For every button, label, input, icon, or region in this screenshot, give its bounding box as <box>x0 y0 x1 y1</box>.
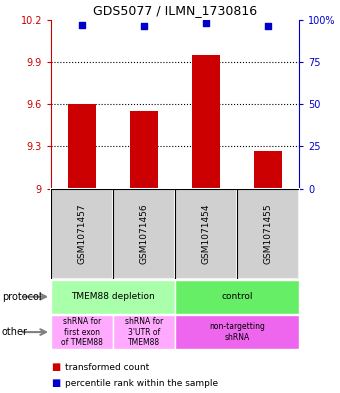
Point <box>203 20 209 26</box>
Text: shRNA for
3'UTR of
TMEM88: shRNA for 3'UTR of TMEM88 <box>125 317 163 347</box>
Bar <box>51 280 175 314</box>
Point <box>141 23 147 29</box>
Text: protocol: protocol <box>2 292 41 302</box>
Point <box>266 23 271 29</box>
Text: non-targetting
shRNA: non-targetting shRNA <box>209 322 265 342</box>
Text: other: other <box>2 327 28 337</box>
Text: GSM1071457: GSM1071457 <box>78 204 86 264</box>
Bar <box>175 315 299 349</box>
Text: GSM1071454: GSM1071454 <box>202 204 210 264</box>
Text: TMEM88 depletion: TMEM88 depletion <box>71 292 155 301</box>
Text: ■: ■ <box>51 378 60 388</box>
Text: percentile rank within the sample: percentile rank within the sample <box>65 379 218 387</box>
Text: transformed count: transformed count <box>65 363 149 372</box>
Bar <box>254 151 282 189</box>
Bar <box>113 315 175 349</box>
Text: ■: ■ <box>51 362 60 373</box>
Bar <box>68 104 96 189</box>
Bar <box>51 189 113 279</box>
Bar <box>51 315 113 349</box>
Text: GSM1071455: GSM1071455 <box>264 204 273 264</box>
Bar <box>113 189 175 279</box>
Bar <box>175 280 299 314</box>
Bar <box>175 189 237 279</box>
Title: GDS5077 / ILMN_1730816: GDS5077 / ILMN_1730816 <box>93 4 257 17</box>
Text: shRNA for
first exon
of TMEM88: shRNA for first exon of TMEM88 <box>61 317 103 347</box>
Bar <box>192 55 220 189</box>
Bar <box>237 189 299 279</box>
Text: control: control <box>221 292 253 301</box>
Point <box>79 22 85 28</box>
Text: GSM1071456: GSM1071456 <box>140 204 149 264</box>
Bar <box>130 111 158 189</box>
